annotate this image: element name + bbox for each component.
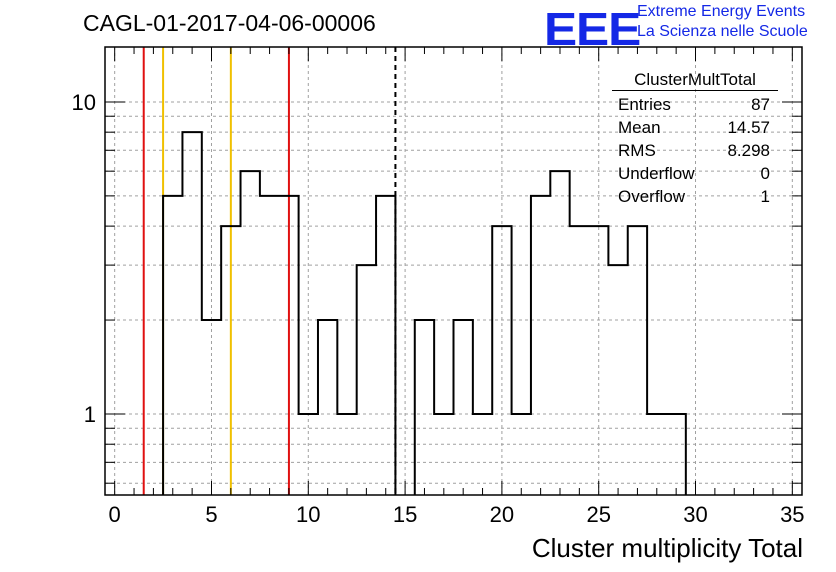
- eee-logo: EEE: [544, 3, 641, 55]
- stats-label: Mean: [618, 118, 661, 137]
- x-tick-label: 15: [393, 502, 417, 527]
- stats-row-overflow: Overflow 1: [612, 185, 778, 208]
- stats-row-entries: Entries 87: [612, 93, 778, 116]
- y-tick-label: 10: [72, 90, 96, 115]
- stats-value: 8.298: [727, 141, 770, 160]
- x-tick-label: 25: [586, 502, 610, 527]
- plot-frame: [104, 46, 803, 496]
- stats-title: ClusterMultTotal: [612, 70, 778, 91]
- stats-value: 0: [760, 164, 770, 183]
- logo-line-2: La Scienza nelle Scuole: [637, 23, 808, 40]
- stats-box: ClusterMultTotal Entries 87 Mean 14.57 R…: [612, 70, 778, 208]
- chart-title: CAGL-01-2017-04-06-00006: [83, 10, 376, 36]
- x-tick-label: 30: [683, 502, 707, 527]
- x-tick-label: 20: [490, 502, 514, 527]
- stats-label: RMS: [618, 141, 656, 160]
- stats-value: 87: [751, 95, 770, 114]
- stats-label: Entries: [618, 95, 671, 114]
- logo-text: Extreme Energy Events La Scienza nelle S…: [637, 2, 808, 42]
- logo-line-1: Extreme Energy Events: [637, 3, 806, 20]
- x-tick-label: 0: [109, 502, 121, 527]
- x-axis-label: Cluster multiplicity Total: [531, 533, 803, 563]
- stats-row-mean: Mean 14.57: [612, 116, 778, 139]
- stats-label: Underflow: [618, 164, 695, 183]
- axis-ticks: [105, 47, 802, 495]
- x-tick-label: 35: [780, 502, 804, 527]
- stats-row-underflow: Underflow 0: [612, 162, 778, 185]
- stats-value: 14.57: [727, 118, 770, 137]
- stats-value: 1: [760, 187, 770, 206]
- stats-row-rms: RMS 8.298: [612, 139, 778, 162]
- x-tick-label: 10: [296, 502, 320, 527]
- y-tick-label: 1: [84, 402, 96, 427]
- x-tick-label: 5: [205, 502, 217, 527]
- stats-label: Overflow: [618, 187, 686, 206]
